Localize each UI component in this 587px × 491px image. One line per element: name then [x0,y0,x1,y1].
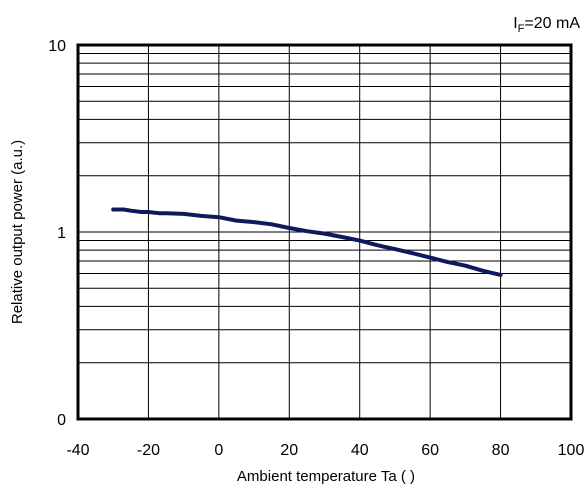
y-tick-label: 1 [57,225,66,242]
x-tick-label: 20 [280,442,298,459]
y-tick-labels: 0 1 10 [48,38,66,429]
y-tick-label: 10 [48,38,66,55]
grid [78,45,571,419]
x-tick-label: -40 [66,442,89,459]
x-tick-labels: -40 -20 0 20 40 60 80 100 [66,442,584,459]
series-line [111,207,503,277]
x-tick-label: 100 [558,442,585,459]
y-axis-title: Relative output power (a.u.) [9,140,26,324]
condition-subscript: F [518,23,525,35]
x-tick-label: -20 [137,442,160,459]
x-axis-title: Ambient temperature Ta ( ) [237,468,415,485]
x-tick-label: 0 [214,442,223,459]
condition-value: =20 mA [524,15,580,32]
test-condition: IF=20 mA [513,15,580,35]
y-tick-label: 0 [57,412,66,429]
series-layer [111,207,503,277]
condition-symbol: I [513,15,517,32]
plot-frame [76,43,573,421]
x-tick-label: 80 [492,442,510,459]
x-tick-label: 60 [421,442,439,459]
x-tick-label: 40 [351,442,369,459]
